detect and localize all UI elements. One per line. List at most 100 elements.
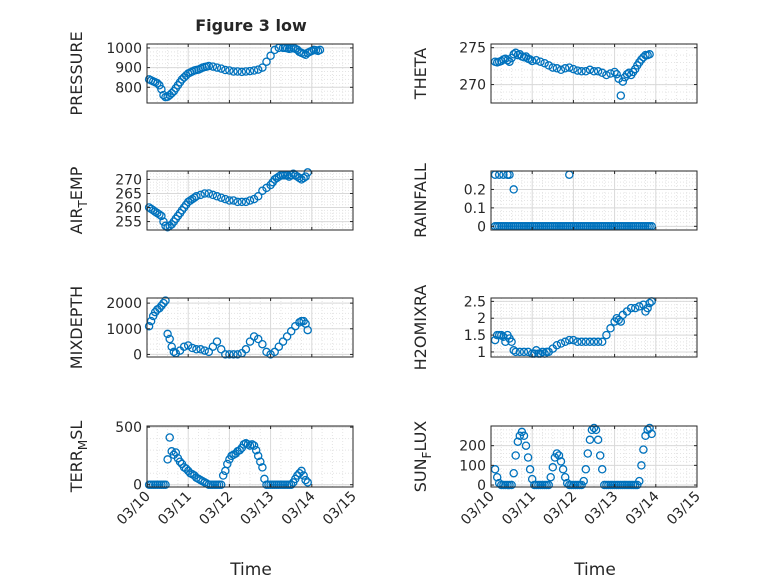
x-tick-label: 03/12 xyxy=(196,489,236,529)
data-point xyxy=(511,48,520,58)
data-point xyxy=(274,342,284,351)
data-point xyxy=(299,471,308,480)
data-point xyxy=(569,335,578,345)
data-point xyxy=(251,445,261,455)
data-point xyxy=(270,45,279,55)
data-point xyxy=(525,55,535,64)
data-point xyxy=(295,173,304,183)
data-point xyxy=(253,451,263,461)
data-point xyxy=(556,65,566,75)
data-point xyxy=(175,457,185,466)
data-point xyxy=(245,337,255,346)
data-point xyxy=(565,335,574,345)
series-markers xyxy=(490,297,656,358)
data-point xyxy=(593,435,603,445)
subplot-4: 0 0.1 0.2 RAINFALL xyxy=(411,163,698,238)
x-tick-label: 03/10 xyxy=(458,489,498,529)
data-point xyxy=(610,67,619,77)
data-point xyxy=(589,67,599,76)
y-axis-label: PRESSURE xyxy=(67,31,86,115)
data-point xyxy=(253,334,263,344)
data-point xyxy=(647,429,656,439)
data-point xyxy=(161,480,170,489)
data-point xyxy=(159,298,168,308)
y-axis-label: SUNFLUX xyxy=(411,421,434,493)
data-point xyxy=(602,70,611,80)
data-point xyxy=(225,350,234,359)
data-point xyxy=(223,459,232,469)
y-axis-label: TERRMSL xyxy=(67,421,90,494)
data-point xyxy=(159,217,168,226)
data-point xyxy=(237,67,247,77)
data-point xyxy=(299,316,308,326)
y-tick-label: 800 xyxy=(115,80,142,96)
data-point xyxy=(523,453,533,462)
data-point xyxy=(577,67,586,76)
subplot-7: 0 500 03/10 03/11 03/12 03/13 03/14 03/15 TERRMS… xyxy=(67,420,360,528)
data-point xyxy=(556,339,566,348)
data-point xyxy=(278,337,288,346)
y-tick-label: 200 xyxy=(459,439,486,455)
y-tick-label: 0.1 xyxy=(464,201,486,217)
data-point xyxy=(301,475,310,485)
data-point xyxy=(544,61,553,70)
axes-box xyxy=(490,297,698,358)
data-point xyxy=(165,334,174,344)
series-markers xyxy=(144,433,312,489)
data-point xyxy=(511,451,520,460)
data-point xyxy=(546,472,555,482)
axes-box xyxy=(490,425,698,488)
y-tick-label: 1.5 xyxy=(464,328,486,344)
data-point xyxy=(221,194,230,204)
data-point xyxy=(503,55,512,65)
data-point xyxy=(573,66,582,75)
x-axis-label-left: Time xyxy=(229,560,272,580)
data-point xyxy=(212,63,222,72)
y-tick-label: 0 xyxy=(477,219,486,235)
data-point xyxy=(595,451,605,460)
data-point xyxy=(241,67,251,76)
axes-box xyxy=(490,170,698,231)
data-point xyxy=(237,197,247,207)
data-point xyxy=(249,441,259,450)
data-point xyxy=(253,65,263,74)
data-point xyxy=(192,192,201,201)
data-point xyxy=(165,433,174,442)
data-point xyxy=(492,472,502,482)
data-point xyxy=(196,190,205,200)
data-point xyxy=(499,332,508,342)
data-point xyxy=(212,192,222,201)
data-point xyxy=(258,339,267,349)
subplot-6: 11.522.5 H2OMIXRA xyxy=(411,285,698,370)
y-tick-label: 500 xyxy=(115,420,142,436)
data-point xyxy=(157,301,166,310)
data-point xyxy=(624,68,634,78)
y-tick-label: 0 xyxy=(133,347,142,363)
y-tick-label: 900 xyxy=(115,61,142,77)
data-point xyxy=(161,221,170,231)
data-point xyxy=(556,457,566,466)
x-axis-label-right: Time xyxy=(573,560,616,580)
data-point xyxy=(225,196,234,205)
data-point xyxy=(532,55,541,65)
data-point xyxy=(548,63,558,72)
data-point xyxy=(235,445,244,455)
data-point xyxy=(593,337,603,347)
y-tick-label: 1 xyxy=(477,345,486,361)
data-point xyxy=(536,57,545,66)
data-point xyxy=(163,329,172,339)
data-point xyxy=(159,90,168,100)
y-tick-label: 2000 xyxy=(106,296,142,312)
data-point xyxy=(527,56,537,66)
data-point xyxy=(216,345,226,354)
data-point xyxy=(525,465,535,474)
data-point xyxy=(262,57,271,66)
data-point xyxy=(297,466,306,476)
data-point xyxy=(153,79,162,88)
data-point xyxy=(256,457,265,466)
data-point xyxy=(258,463,267,472)
data-point xyxy=(606,69,615,78)
data-point xyxy=(144,321,154,331)
x-tick-label: 03/14 xyxy=(279,488,319,528)
